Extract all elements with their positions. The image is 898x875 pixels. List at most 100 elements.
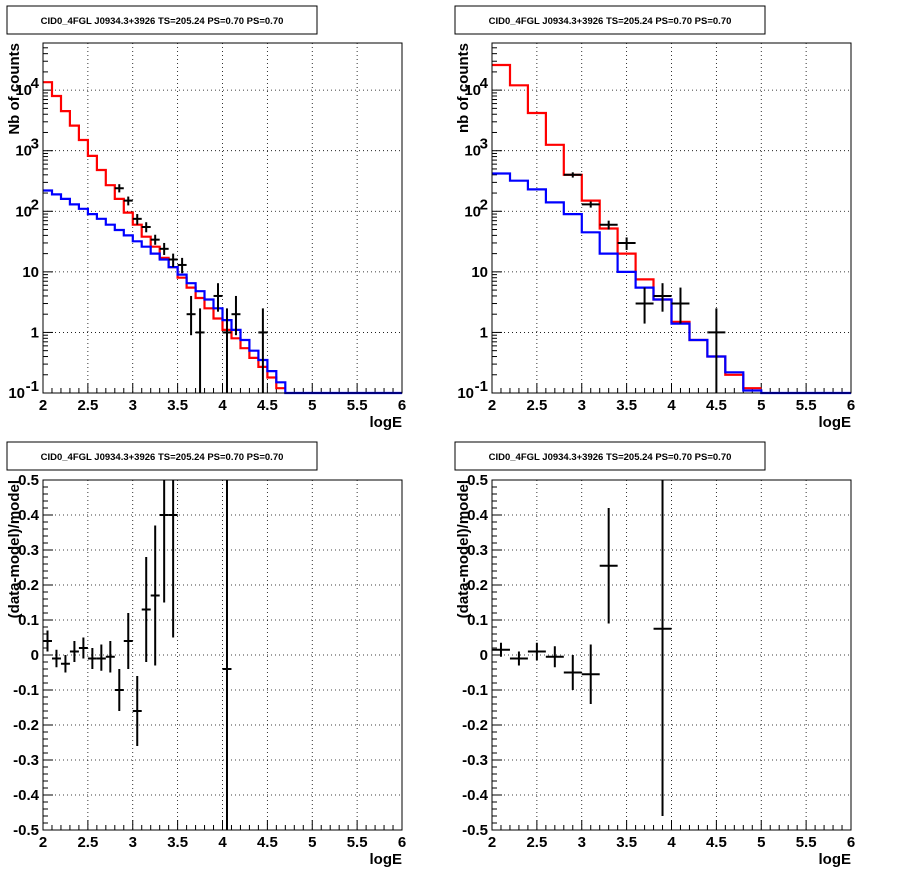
x-tick-label: 3.5 [167,397,188,414]
data-point [87,648,97,669]
y-tick-exponent: 2 [31,196,39,213]
y-tick-label: 0.5 [467,472,488,489]
x-axis-title: logE [370,414,403,431]
data-point [231,295,241,336]
y-tick-label: 1 [480,324,488,341]
data-point [159,242,169,255]
x-tick-label: 3 [129,834,137,851]
y-tick-label: 10 [464,203,481,220]
data-point [96,644,106,671]
data-point [599,220,618,230]
y-tick-label: -0.3 [13,752,39,769]
y-tick-label: 10 [15,143,32,160]
x-tick-label: 4.5 [706,397,727,414]
x-tick-label: 5 [757,397,765,414]
x-tick-label: 4.5 [706,834,727,851]
title-box [6,5,318,35]
y-tick-label: 10 [15,82,32,99]
data-point [177,257,187,274]
data-point [159,480,169,603]
y-tick-exponent: 3 [31,136,39,153]
chart-title: CID0_4FGL J0934.3+3926 TS=205.24 PS=0.70… [489,452,732,463]
y-axis-title: nb of counts [455,43,472,133]
x-tick-label: 3 [129,397,137,414]
y-tick-label: 0.3 [467,542,488,559]
y-tick-label: -0.5 [462,822,488,839]
data-point [168,480,178,638]
y-tick-label: 0.4 [467,507,489,524]
data-point [141,557,151,662]
y-tick-exponent: 4 [480,75,489,92]
chart-panel-bottom-left-residuals: CID0_4FGL J0934.3+3926 TS=205.24 PS=0.70… [6,441,406,868]
title-box [6,441,318,471]
y-tick-label: 0 [31,647,39,664]
data-point [141,222,151,233]
data-point [69,641,79,662]
x-tick-label: 6 [847,397,855,414]
y-tick-label: 10 [15,203,32,220]
y-tick-label: 0 [480,647,488,664]
title-box [454,441,766,471]
x-tick-label: 2 [39,834,47,851]
data-point [105,641,115,673]
x-tick-label: 4 [218,834,227,851]
data-point [617,237,636,250]
y-tick-exponent: 4 [31,75,40,92]
y-tick-label: 10 [8,385,25,402]
y-tick-label: 0.1 [18,612,39,629]
y-tick-label: 10 [22,264,39,281]
data-point [150,525,160,666]
y-tick-label: 0.3 [18,542,39,559]
y-tick-label: 10 [464,143,481,160]
x-tick-label: 3.5 [616,397,637,414]
data-point [78,637,88,659]
x-tick-label: 5 [308,397,316,414]
data-point [509,651,528,666]
x-tick-label: 5.5 [796,834,817,851]
plot-frame [491,42,852,394]
x-tick-label: 5.5 [796,397,817,414]
x-tick-label: 2 [488,397,496,414]
data-point [123,613,133,669]
data-point [60,655,70,673]
x-axis-title: logE [819,414,852,431]
y-tick-exponent: -1 [26,378,39,395]
data-point [213,283,223,312]
x-tick-label: 2.5 [77,834,98,851]
x-tick-label: 5 [308,834,316,851]
data-point [51,649,61,668]
y-tick-exponent: 3 [480,136,488,153]
data-point [150,234,160,245]
x-tick-label: 2.5 [526,397,547,414]
chart-title: CID0_4FGL J0934.3+3926 TS=205.24 PS=0.70… [41,16,284,27]
y-tick-label: 10 [471,264,488,281]
x-tick-label: 4 [218,397,227,414]
data-point [653,480,672,816]
data-point [114,184,124,193]
data-point [43,630,52,652]
data-point [222,308,232,393]
y-tick-exponent: -1 [475,378,488,395]
x-tick-label: 3.5 [616,834,637,851]
histogram-series-red [43,81,286,390]
data-point [581,644,600,704]
data-point [653,283,672,312]
y-axis-title: (data-model)/model [6,480,23,618]
y-tick-label: 10 [464,82,481,99]
title-box [454,5,766,35]
y-tick-label: -0.4 [13,787,40,804]
y-tick-label: -0.2 [13,717,39,734]
data-point [707,308,726,393]
x-tick-label: 4 [667,397,676,414]
data-point [168,253,178,268]
x-tick-label: 4.5 [257,834,278,851]
x-tick-label: 5.5 [347,397,368,414]
x-tick-label: 3 [578,834,586,851]
y-tick-label: -0.1 [13,682,39,699]
y-tick-exponent: 2 [480,196,488,213]
y-tick-label: -0.4 [462,787,489,804]
y-tick-label: 0.4 [18,507,40,524]
data-point [545,646,564,668]
data-point [635,287,654,324]
